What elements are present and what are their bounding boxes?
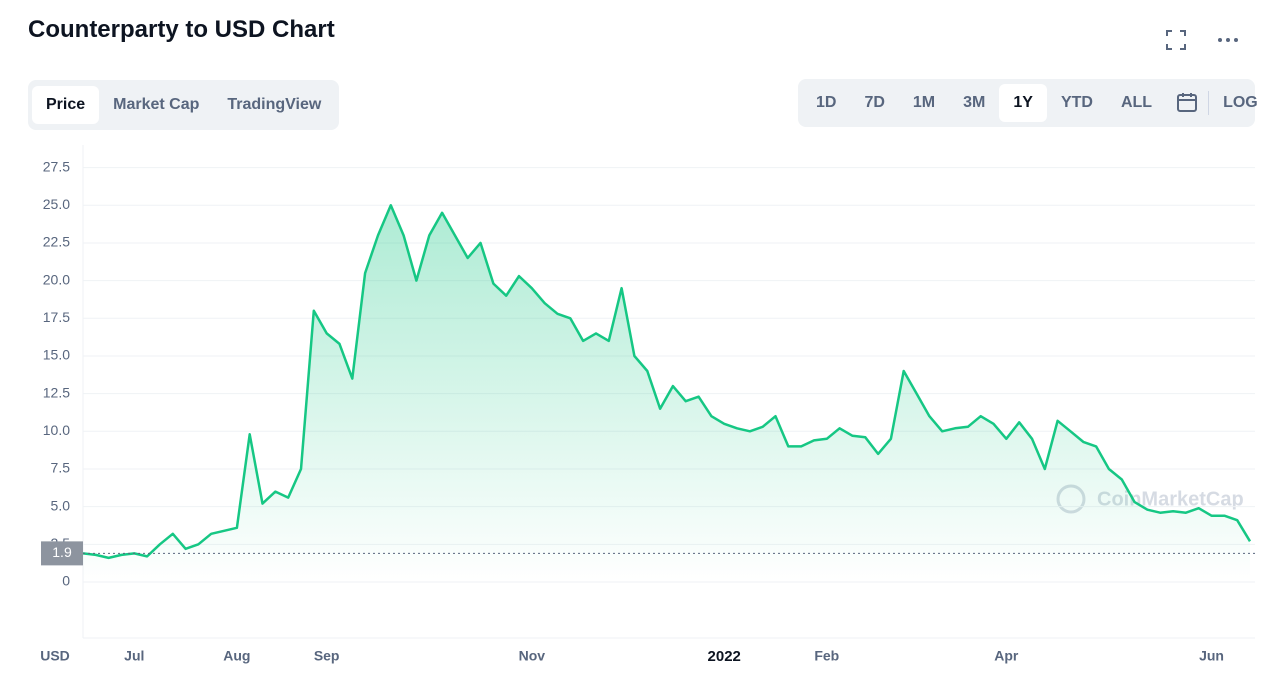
y-tick-label: 25.0	[43, 196, 70, 212]
x-tick-label: 2022	[708, 648, 741, 665]
x-tick-label: Jul	[124, 648, 144, 664]
range-group: 1D 7D 1M 3M 1Y YTD ALL LOG	[798, 79, 1258, 127]
area	[83, 205, 1250, 583]
y-tick-label: 22.5	[43, 234, 70, 250]
y-tick-label: 12.5	[43, 384, 70, 400]
x-tick-label: Jun	[1199, 648, 1224, 664]
fullscreen-icon[interactable]	[1164, 28, 1188, 52]
y-tick-label: 15.0	[43, 347, 70, 363]
y-tick-label: 7.5	[51, 460, 71, 476]
button[interactable]: TradingView	[227, 96, 322, 113]
price-line	[82, 204, 1252, 560]
currency-label: USD	[40, 648, 70, 664]
chart-title: Counterparty to USD Chart	[28, 16, 335, 43]
tab-group: Price Market Cap TradingView	[28, 80, 340, 130]
button[interactable]: YTD	[1060, 94, 1093, 111]
button[interactable]: Price	[32, 86, 100, 124]
x-tick-label: Nov	[519, 648, 546, 664]
button[interactable]: 1D	[816, 94, 837, 111]
button[interactable]: 7D	[864, 94, 885, 111]
y-tick-label: 17.5	[43, 309, 70, 325]
current-price-box	[41, 541, 83, 566]
button[interactable]: 3M	[963, 94, 986, 111]
button[interactable]: 1M	[912, 94, 936, 111]
calendar-svg	[1177, 93, 1198, 112]
x-tick-label: Sep	[314, 648, 340, 664]
y-tick-label: 20.0	[43, 271, 70, 287]
x-tick-label: Aug	[223, 648, 250, 664]
more-icon[interactable]	[1216, 28, 1240, 52]
current-price-label: 1.9	[52, 544, 72, 560]
calendar-icon[interactable]	[1166, 91, 1210, 115]
button[interactable]: Market Cap	[113, 96, 200, 113]
button[interactable]: LOG	[1223, 94, 1258, 111]
y-tick-label: 0	[62, 573, 70, 589]
button[interactable]: 1Y	[999, 84, 1047, 122]
x-tick-label: Apr	[994, 648, 1019, 664]
y-tick-label: 27.5	[43, 158, 70, 174]
button[interactable]: ALL	[1120, 94, 1153, 111]
y-tick-label: 5.0	[51, 497, 71, 513]
x-tick-label: Feb	[814, 648, 839, 664]
y-tick-label: 10.0	[43, 422, 70, 438]
